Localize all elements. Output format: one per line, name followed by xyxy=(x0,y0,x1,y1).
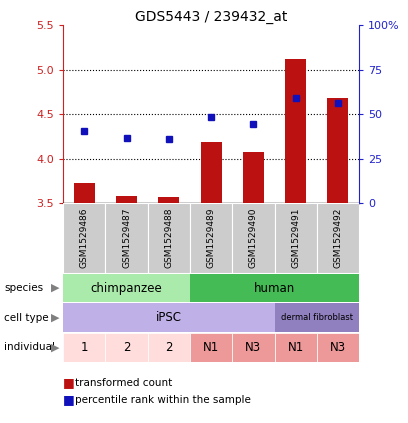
Text: transformed count: transformed count xyxy=(75,378,173,388)
Bar xyxy=(190,203,232,273)
Text: GSM1529487: GSM1529487 xyxy=(122,208,131,268)
Bar xyxy=(63,303,275,332)
Text: chimpanzee: chimpanzee xyxy=(91,282,162,294)
Bar xyxy=(148,203,190,273)
Bar xyxy=(243,152,264,203)
Text: N1: N1 xyxy=(203,341,219,354)
Bar xyxy=(317,203,359,273)
Title: GDS5443 / 239432_at: GDS5443 / 239432_at xyxy=(135,10,287,25)
Bar xyxy=(201,142,222,203)
Bar xyxy=(63,274,190,302)
Text: ▶: ▶ xyxy=(51,342,59,352)
Text: dermal fibroblast: dermal fibroblast xyxy=(281,313,353,322)
Text: N3: N3 xyxy=(330,341,346,354)
Bar xyxy=(190,333,232,362)
Text: 1: 1 xyxy=(81,341,88,354)
Bar xyxy=(63,203,106,273)
Text: ▶: ▶ xyxy=(51,313,59,323)
Bar xyxy=(275,203,317,273)
Text: 2: 2 xyxy=(165,341,173,354)
Text: cell type: cell type xyxy=(4,313,49,323)
Bar xyxy=(232,333,275,362)
Bar xyxy=(158,197,180,203)
Text: iPSC: iPSC xyxy=(156,311,182,324)
Bar xyxy=(106,333,148,362)
Bar xyxy=(63,333,106,362)
Bar xyxy=(116,196,137,203)
Bar xyxy=(106,203,148,273)
Text: GSM1529492: GSM1529492 xyxy=(333,208,342,268)
Bar xyxy=(317,333,359,362)
Bar xyxy=(190,274,359,302)
Bar xyxy=(327,98,348,203)
Text: ■: ■ xyxy=(63,376,75,389)
Bar xyxy=(74,184,95,203)
Text: species: species xyxy=(4,283,43,293)
Text: percentile rank within the sample: percentile rank within the sample xyxy=(75,395,251,405)
Text: GSM1529490: GSM1529490 xyxy=(249,208,258,268)
Text: N1: N1 xyxy=(288,341,304,354)
Text: GSM1529491: GSM1529491 xyxy=(291,208,300,268)
Text: individual: individual xyxy=(4,342,55,352)
Text: GSM1529489: GSM1529489 xyxy=(206,208,216,268)
Bar xyxy=(232,203,275,273)
Text: GSM1529486: GSM1529486 xyxy=(80,208,89,268)
Text: ■: ■ xyxy=(63,393,75,406)
Text: human: human xyxy=(254,282,295,294)
Text: 2: 2 xyxy=(123,341,131,354)
Text: GSM1529488: GSM1529488 xyxy=(164,208,173,268)
Bar xyxy=(275,333,317,362)
Bar xyxy=(148,333,190,362)
Bar xyxy=(285,59,306,203)
Bar xyxy=(275,303,359,332)
Text: N3: N3 xyxy=(245,341,262,354)
Text: ▶: ▶ xyxy=(51,283,59,293)
